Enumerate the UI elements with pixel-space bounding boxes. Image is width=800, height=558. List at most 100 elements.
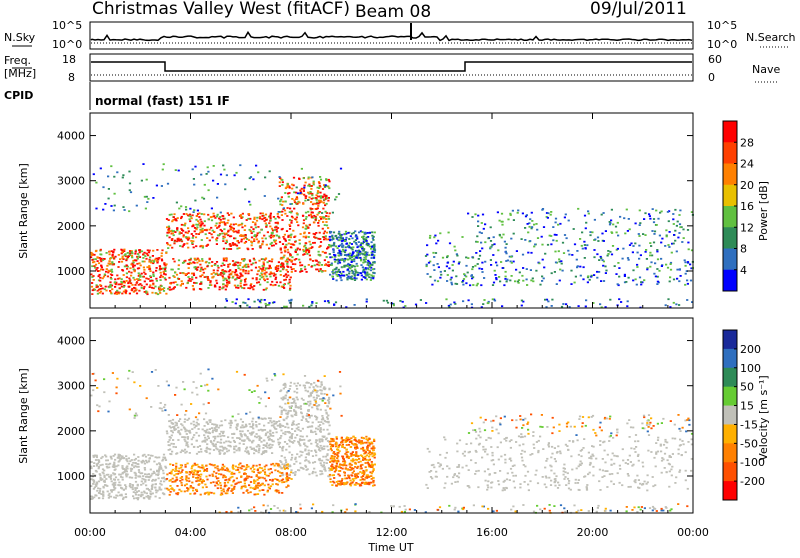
heat-cell-766	[207, 278, 209, 280]
heat-cell-1934	[354, 266, 356, 268]
heat-cell-400	[145, 460, 147, 462]
heat-cell-2534	[673, 279, 675, 281]
heat-cell-679	[189, 474, 191, 476]
heat-cell-598	[191, 482, 193, 484]
heat-cell-17	[122, 256, 124, 258]
heat-cell-473	[176, 284, 178, 286]
heat-cell-817	[262, 268, 264, 270]
heat-cell-2859	[482, 303, 484, 305]
heat-cell-834	[208, 493, 210, 495]
heat-cell-2402	[467, 257, 469, 259]
heat-cell-2700	[655, 210, 657, 212]
heat-cell-1589	[305, 418, 307, 420]
heat-cell-312	[102, 468, 104, 470]
heat-cell-2092	[351, 265, 353, 267]
heat-cell-1203	[182, 230, 184, 232]
heat-cell-1904	[362, 266, 364, 268]
heat-cell-1214	[191, 217, 193, 219]
heat-cell-260	[120, 249, 122, 251]
heat-cell-1292	[316, 443, 318, 445]
heat-cell-1703	[346, 274, 348, 276]
heat-cell-1011	[250, 226, 252, 228]
heat-cell-2461	[493, 236, 495, 238]
heat-cell-1348	[322, 423, 324, 425]
heat-cell-75	[138, 469, 140, 471]
heat-cell-2307	[561, 263, 563, 265]
heat-cell-2562	[469, 284, 471, 286]
heat-cell-14	[131, 257, 133, 259]
heat-cell-1256	[229, 427, 231, 429]
heat-cell-26	[99, 280, 101, 282]
heat-cell-2768	[618, 298, 620, 300]
heat-cell-320	[116, 275, 118, 277]
heat-cell-409	[105, 478, 107, 480]
heat-cell-2416	[669, 276, 671, 278]
heat-cell-178	[103, 475, 105, 477]
heat-cell-649	[187, 282, 189, 284]
heat-cell-1857	[346, 451, 348, 453]
heat-cell-326	[92, 261, 94, 263]
heat-cell-1242	[238, 437, 240, 439]
heat-cell-2617	[555, 262, 557, 264]
heat-cell-2325	[465, 257, 467, 259]
heat-cell-1757	[374, 251, 376, 253]
heat-cell-688	[265, 258, 267, 260]
heat-cell-520	[191, 468, 193, 470]
heat-cell-1185	[233, 237, 235, 239]
heat-cell-2746	[609, 221, 611, 223]
heat-cell-1096	[213, 445, 215, 447]
heat-cell-2140	[193, 184, 195, 186]
heat-cell-368	[155, 270, 157, 272]
heat-cell-817	[200, 474, 202, 476]
heat-cell-2776	[235, 303, 237, 305]
heat-cell-248	[140, 484, 142, 486]
heat-cell-540	[274, 284, 276, 286]
heat-cell-1554	[328, 402, 330, 404]
heat-cell-604	[263, 494, 265, 496]
heat-cell-1573	[316, 445, 318, 447]
heat-cell-733	[214, 485, 216, 487]
heat-cell-2532	[501, 237, 503, 239]
heat-cell-1127	[262, 418, 264, 420]
heat-cell-2510	[518, 282, 520, 284]
heat-cell-255	[163, 273, 165, 275]
ytick-label-3000: 3000	[57, 175, 85, 188]
heat-cell-731	[259, 284, 261, 286]
heat-cell-1085	[166, 226, 168, 228]
heat-cell-1469	[280, 389, 282, 391]
heat-cell-1381	[299, 243, 301, 245]
heat-cell-1356	[327, 200, 329, 202]
heat-cell-2108	[189, 208, 191, 210]
heat-cell-1154	[178, 430, 180, 432]
heat-cell-385	[140, 461, 142, 463]
heat-cell-353	[162, 457, 164, 459]
heat-cell-2875	[254, 301, 256, 303]
heat-cell-2796	[244, 302, 246, 304]
heat-cell-1550	[328, 433, 330, 435]
heat-cell-698	[289, 281, 291, 283]
heat-cell-811	[290, 266, 292, 268]
heat-cell-1110	[255, 424, 257, 426]
heat-cell-1220	[207, 448, 209, 450]
heat-cell-492	[247, 266, 249, 268]
heat-cell-774	[166, 488, 168, 490]
heat-cell-1227	[191, 225, 193, 227]
heat-cell-1148	[240, 217, 242, 219]
heat-cell-518	[168, 277, 170, 279]
heat-cell-1202	[170, 230, 172, 232]
heat-cell-750	[250, 285, 252, 287]
heat-cell-1650	[324, 224, 326, 226]
heat-cell-1361	[294, 458, 296, 460]
heat-cell-1418	[314, 264, 316, 266]
heat-cell-787	[253, 258, 255, 260]
heat-cell-2135	[332, 212, 334, 214]
heat-cell-1000	[260, 437, 262, 439]
heat-cell-1159	[203, 213, 205, 215]
heat-cell-2379	[591, 275, 593, 277]
heat-cell-991	[196, 422, 198, 424]
heat-cell-1579	[307, 410, 309, 412]
heat-cell-288	[93, 462, 95, 464]
heat-cell-1840	[354, 439, 356, 441]
heat-cell-2054	[340, 254, 342, 256]
heat-cell-466	[217, 267, 219, 269]
